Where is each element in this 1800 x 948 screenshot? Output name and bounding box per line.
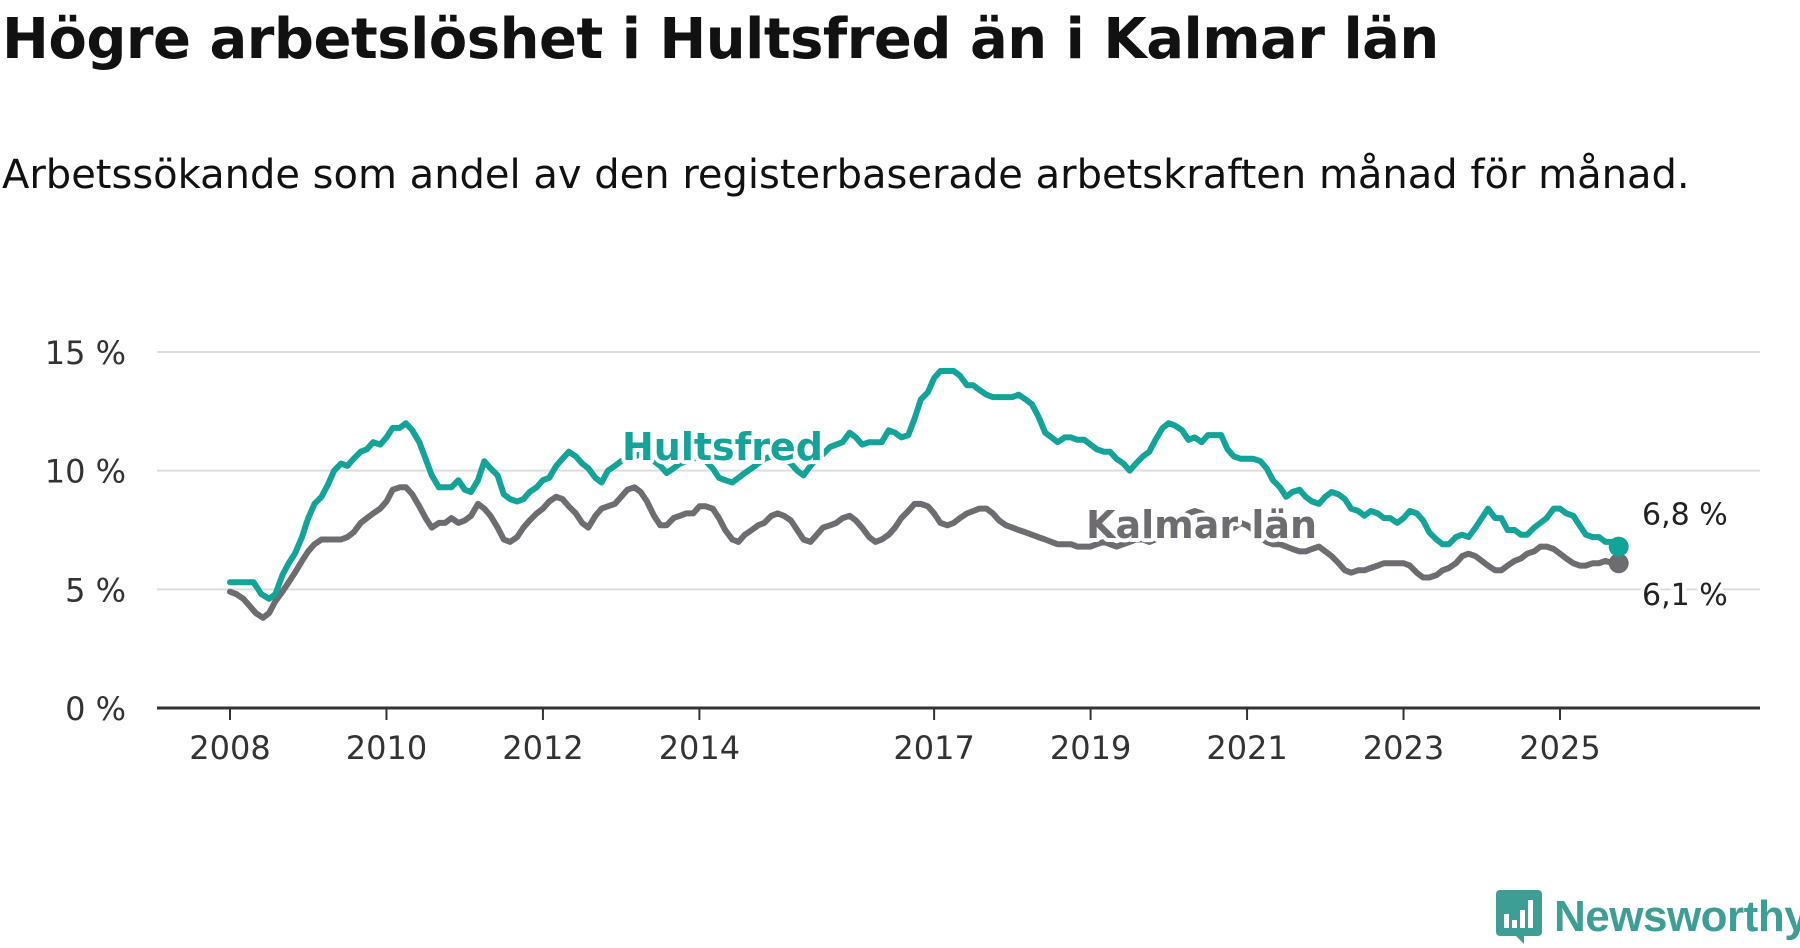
series-line-kalmar xyxy=(227,484,1622,621)
x-tick-label-4: 2017 xyxy=(893,729,974,767)
y-axis-ticks: 0 % 5 % 10 % 15 % xyxy=(45,334,126,728)
x-tick-label-2: 2012 xyxy=(502,729,583,767)
x-tick-label-7: 2023 xyxy=(1363,729,1444,767)
newsworthy-logo-icon xyxy=(1496,890,1542,944)
series-labels: Hultsfred Kalmar län 6,8 % 6,1 % xyxy=(618,421,1732,617)
chart-subtitle: Arbetssökande som andel av den registerb… xyxy=(2,152,1690,198)
brand-logo: Newsworthy xyxy=(1494,888,1800,946)
chart-title: Högre arbetslöshet i Hultsfred än i Kalm… xyxy=(2,7,1439,72)
x-axis-ticks: 2008 2010 2012 2014 2017 2019 2021 2023 2025 xyxy=(157,706,1760,767)
y-tick-label-1: 5 % xyxy=(65,571,126,609)
x-tick-label-8: 2025 xyxy=(1519,729,1600,767)
y-tick-label-3: 15 % xyxy=(45,334,126,372)
series-end-point-kalmar xyxy=(1608,553,1629,574)
x-tick-label-3: 2014 xyxy=(659,729,740,767)
series-lines xyxy=(227,368,1629,621)
series-label-hultsfred: Hultsfred xyxy=(622,425,823,469)
end-value-kalmar: 6,1 % xyxy=(1642,578,1728,613)
end-value-hultsfred: 6,8 % xyxy=(1642,498,1728,533)
grid-lines xyxy=(157,351,1760,591)
series-line-hultsfred xyxy=(227,368,1622,602)
x-tick-label-1: 2010 xyxy=(346,729,427,767)
x-tick-label-0: 2008 xyxy=(189,729,270,767)
series-label-kalmar: Kalmar län xyxy=(1086,503,1317,547)
x-tick-label-6: 2021 xyxy=(1206,729,1287,767)
brand-name: Newsworthy xyxy=(1554,892,1800,941)
y-tick-label-2: 10 % xyxy=(45,453,126,491)
x-tick-label-5: 2019 xyxy=(1050,729,1131,767)
y-tick-label-0: 0 % xyxy=(65,690,126,728)
series-end-point-hultsfred xyxy=(1608,536,1629,557)
